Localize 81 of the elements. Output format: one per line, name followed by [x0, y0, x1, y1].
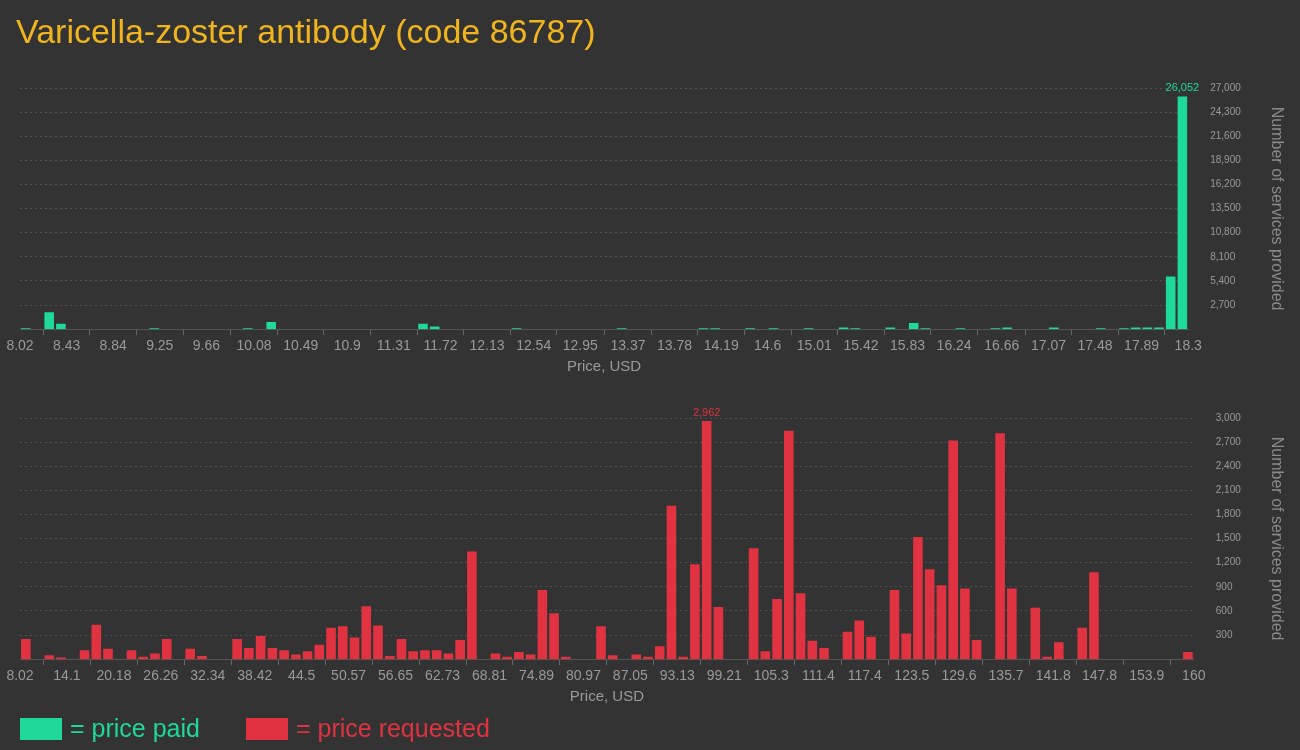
x-tick-label: 17.89: [1124, 337, 1160, 354]
x-tick-label: 15.42: [843, 337, 879, 354]
x-tick-label: 13.37: [610, 337, 646, 354]
y-tick-label: 3,000: [1215, 411, 1242, 423]
y-tick-label: 1,800: [1215, 508, 1242, 520]
x-tick-label: 141.8: [1035, 667, 1071, 684]
x-tick-label: 105.3: [753, 667, 790, 684]
legend-label: = price requested: [295, 714, 490, 743]
x-tick-label: 14.19: [703, 337, 739, 354]
y-tick-label: 16,200: [1210, 178, 1242, 190]
data-label: 2,962: [692, 405, 721, 418]
x-tick-label: 44.5: [288, 667, 316, 684]
y-axis-title: Number of services provided: [1268, 106, 1286, 311]
x-tick-label: 8.02: [6, 667, 34, 684]
x-tick-label: 80.97: [565, 667, 602, 684]
y-tick-label: 2,700: [1210, 298, 1236, 310]
x-tick-label: 32.34: [190, 667, 226, 684]
y-tick-label: 1,200: [1215, 556, 1242, 568]
x-tick-label: 12.13: [469, 337, 505, 354]
x-tick-label: 14.1: [53, 667, 81, 684]
chart-title: Varicella-zoster antibody (code 86787): [15, 11, 597, 52]
y-tick-label: 2,100: [1215, 484, 1242, 496]
y-tick-label: 27,000: [1210, 81, 1242, 93]
x-tick-label: 160: [1182, 667, 1206, 684]
y-tick-label: 13,500: [1210, 202, 1242, 214]
x-tick-label: 16.66: [984, 337, 1020, 354]
x-tick-label: 56.65: [378, 667, 414, 684]
data-label: 26,052: [1165, 81, 1200, 93]
x-tick-label: 10.08: [236, 337, 272, 354]
x-tick-label: 153.9: [1129, 667, 1165, 684]
y-tick-label: 10,800: [1210, 226, 1242, 238]
x-tick-label: 12.95: [562, 337, 598, 354]
x-tick-label: 10.9: [333, 337, 362, 354]
x-tick-label: 62.73: [425, 667, 461, 684]
y-tick-label: 8,100: [1210, 250, 1236, 262]
x-tick-label: 20.18: [96, 667, 132, 684]
x-tick-label: 147.8: [1082, 667, 1118, 684]
x-tick-label: 8.43: [52, 337, 81, 354]
y-tick-label: 2,400: [1215, 459, 1242, 471]
x-tick-label: 9.66: [192, 337, 221, 354]
y-tick-label: 600: [1215, 604, 1233, 616]
x-tick-label: 135.7: [988, 667, 1024, 684]
x-tick-label: 14.6: [754, 337, 782, 354]
x-tick-label: 16.24: [936, 337, 972, 354]
x-axis-title: Price, USD: [567, 357, 642, 375]
y-tick-label: 24,300: [1210, 105, 1242, 117]
x-tick-label: 117.4: [847, 667, 882, 684]
x-tick-label: 9.25: [146, 337, 174, 354]
y-tick-label: 21,600: [1210, 129, 1242, 141]
x-tick-label: 18.3: [1174, 337, 1203, 354]
x-tick-label: 8.84: [99, 337, 128, 354]
x-tick-label: 17.07: [1030, 337, 1067, 354]
y-axis-title: Number of services provided: [1268, 436, 1286, 641]
x-tick-label: 99.21: [706, 667, 743, 684]
y-tick-label: 900: [1215, 580, 1233, 592]
x-tick-label: 15.83: [890, 337, 926, 354]
x-tick-label: 13.78: [657, 337, 693, 354]
y-tick-label: 2,700: [1215, 435, 1242, 447]
x-tick-label: 74.89: [518, 667, 555, 684]
x-tick-label: 93.13: [659, 667, 696, 684]
x-tick-label: 38.42: [237, 667, 273, 684]
y-tick-label: 5,400: [1210, 274, 1236, 286]
x-tick-label: 11.72: [423, 337, 458, 354]
y-tick-label: 18,900: [1210, 154, 1242, 166]
x-tick-label: 17.48: [1077, 337, 1113, 354]
x-axis-title: Price, USD: [569, 687, 645, 705]
x-tick-label: 10.49: [283, 337, 319, 354]
x-tick-label: 12.54: [516, 337, 552, 354]
x-tick-label: 87.05: [612, 667, 649, 684]
x-tick-label: 8.02: [6, 337, 34, 354]
x-tick-label: 123.5: [894, 667, 930, 684]
x-tick-label: 68.81: [471, 667, 508, 684]
x-tick-label: 26.26: [143, 667, 179, 684]
y-tick-label: 300: [1215, 628, 1233, 640]
legend-label: = price paid: [70, 714, 200, 743]
x-tick-label: 50.57: [331, 667, 367, 684]
y-tick-label: 1,500: [1215, 532, 1242, 544]
x-tick-label: 15.01: [796, 337, 833, 354]
x-tick-label: 129.6: [941, 667, 977, 684]
x-tick-label: 111.4: [801, 667, 836, 684]
x-tick-label: 11.31: [376, 337, 412, 354]
